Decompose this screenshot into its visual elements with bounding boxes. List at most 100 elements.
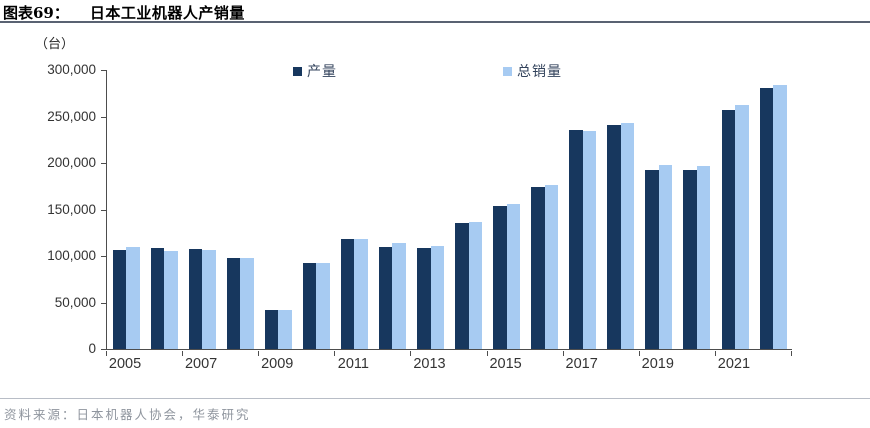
bar-group-2015: [488, 70, 526, 349]
x-tick-mark: [486, 350, 488, 356]
x-tick-label-2015: 2015: [489, 356, 522, 372]
x-tick-mark: [182, 350, 184, 356]
x-tick-mark: [334, 350, 336, 356]
y-tick-mark: [101, 163, 106, 164]
bar-total-sales-2022: [773, 84, 787, 349]
bar-total-sales-2020: [696, 165, 711, 349]
bar-group-2008: [221, 70, 259, 349]
x-tick-label-2021: 2021: [717, 356, 751, 372]
x-tick-label-2019: 2019: [641, 356, 674, 372]
y-tick-mark: [101, 70, 106, 71]
bar-total-sales-2017: [582, 131, 597, 349]
bar-production-2012: [378, 246, 393, 349]
total-sales-legend-swatch: [503, 66, 512, 76]
bar-production-2019: [645, 169, 659, 349]
bar-chart-plot-area: [106, 70, 792, 350]
x-tick-label-2007: 2007: [184, 356, 218, 372]
total-sales-legend-label: 总销量: [517, 64, 562, 80]
footer-divider: [0, 398, 870, 399]
bar-group-2005: [107, 70, 145, 349]
x-tick-mark: [791, 350, 792, 356]
bar-production-2009: [264, 310, 279, 349]
bar-group-2017: [564, 70, 602, 349]
bar-total-sales-2019: [658, 165, 673, 349]
bar-total-sales-2012: [392, 242, 406, 349]
x-tick-label-2005: 2005: [108, 356, 142, 372]
bar-total-sales-2018: [620, 123, 635, 349]
bar-production-2018: [607, 125, 621, 349]
bar-total-sales-2015: [506, 204, 521, 349]
bar-group-2021: [716, 70, 754, 349]
figure-label: 图表69：: [3, 4, 69, 22]
y-tick-label-150000: 150,000: [47, 201, 96, 217]
bar-group-2022: [754, 70, 792, 349]
y-tick-label-100000: 100,000: [47, 248, 96, 263]
y-tick-label-200000: 200,000: [47, 155, 96, 170]
bar-production-2006: [150, 248, 165, 349]
production-legend-swatch: [293, 66, 302, 76]
bar-total-sales-2007: [202, 250, 216, 349]
y-tick-mark: [101, 209, 106, 211]
bar-total-sales-2016: [544, 185, 559, 349]
bar-total-sales-2009: [278, 309, 292, 349]
bar-production-2022: [759, 87, 774, 349]
y-tick-label-0: 0: [88, 341, 96, 356]
bar-group-2009: [259, 70, 297, 349]
bar-production-2017: [569, 130, 583, 349]
bar-production-2005: [112, 249, 127, 349]
bar-group-2019: [640, 70, 678, 349]
title-divider: [0, 21, 870, 23]
y-tick-label-300000: 300,000: [47, 62, 96, 77]
source-attribution: 资料来源：日本机器人协会，华泰研究: [4, 407, 251, 422]
bar-total-sales-2005: [126, 247, 140, 349]
legend-item-total-sales: 总销量: [503, 61, 562, 81]
bar-production-2015: [493, 206, 507, 349]
y-tick-mark: [101, 302, 106, 304]
bar-production-2020: [683, 169, 697, 349]
x-tick-label-2011: 2011: [337, 356, 369, 372]
x-tick-label-2017: 2017: [565, 356, 598, 372]
figure-header: 图表69： 日本工业机器人产销量: [3, 2, 245, 22]
x-tick-mark: [638, 350, 640, 356]
production-legend-label: 产量: [307, 64, 337, 80]
bar-group-2011: [335, 70, 373, 349]
bar-group-2013: [412, 70, 450, 349]
y-tick-mark: [101, 116, 106, 118]
bar-production-2008: [226, 257, 241, 349]
bar-total-sales-2011: [354, 239, 368, 349]
bar-total-sales-2021: [735, 105, 749, 349]
bar-total-sales-2006: [164, 251, 178, 349]
bar-group-2014: [450, 70, 488, 349]
bar-total-sales-2008: [240, 258, 254, 349]
bar-total-sales-2010: [316, 263, 330, 349]
x-tick-mark: [714, 350, 716, 356]
x-tick-label-2009: 2009: [261, 356, 294, 372]
bar-production-2010: [302, 262, 317, 349]
bar-group-2018: [602, 70, 640, 349]
x-tick-mark: [410, 350, 412, 356]
x-tick-label-2013: 2013: [413, 356, 446, 372]
bar-production-2013: [417, 247, 431, 349]
bar-total-sales-2013: [430, 245, 445, 349]
y-tick-label-250000: 250,000: [47, 108, 96, 124]
bar-total-sales-2014: [468, 221, 483, 349]
bar-production-2007: [188, 249, 203, 349]
x-tick-mark: [562, 350, 564, 356]
bar-group-2006: [145, 70, 183, 349]
bar-group-2012: [373, 70, 411, 349]
y-tick-mark: [101, 349, 106, 350]
bar-production-2011: [340, 238, 355, 349]
y-tick-label-50000: 50,000: [54, 294, 96, 310]
bar-group-2010: [297, 70, 335, 349]
bar-production-2014: [455, 222, 469, 349]
y-tick-mark: [101, 256, 106, 257]
figure-title: 日本工业机器人产销量: [89, 4, 245, 22]
bar-production-2016: [531, 186, 545, 349]
bar-group-2016: [526, 70, 564, 349]
x-tick-mark: [106, 350, 107, 356]
y-axis-unit-label: （台）: [35, 37, 75, 52]
bar-production-2021: [721, 110, 736, 349]
x-tick-mark: [258, 350, 260, 356]
bar-group-2007: [183, 70, 221, 349]
